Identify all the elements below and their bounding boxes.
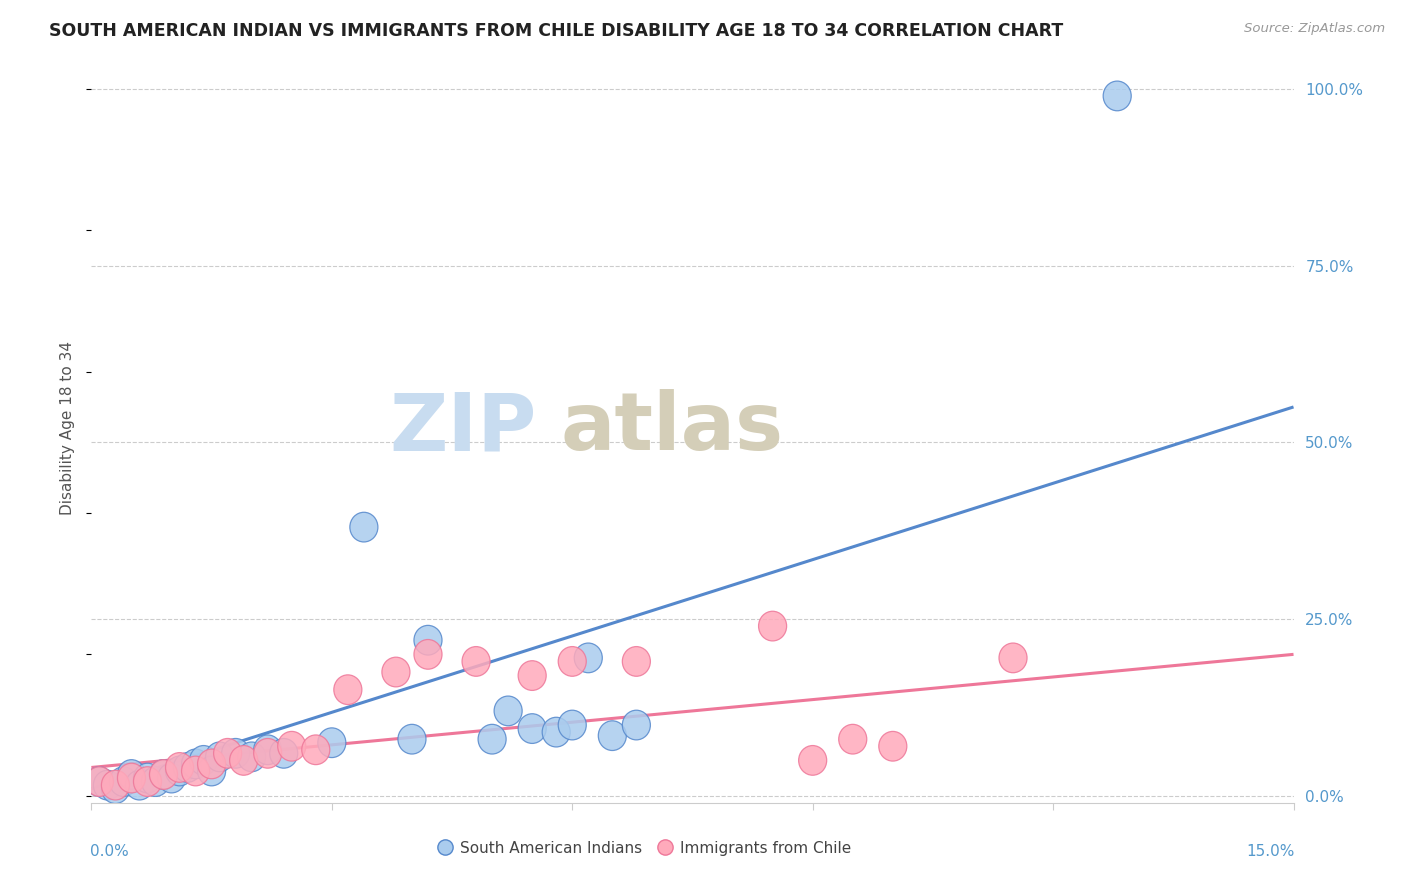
Ellipse shape — [574, 643, 602, 673]
Ellipse shape — [270, 739, 298, 768]
Ellipse shape — [398, 724, 426, 754]
Ellipse shape — [173, 753, 201, 782]
Ellipse shape — [519, 714, 546, 743]
Ellipse shape — [799, 746, 827, 775]
Y-axis label: Disability Age 18 to 34: Disability Age 18 to 34 — [60, 341, 76, 516]
Ellipse shape — [229, 746, 257, 775]
Ellipse shape — [205, 742, 233, 772]
Ellipse shape — [759, 611, 786, 641]
Text: atlas: atlas — [560, 389, 783, 467]
Ellipse shape — [599, 721, 626, 750]
Text: ZIP: ZIP — [389, 389, 536, 467]
Ellipse shape — [1000, 643, 1026, 673]
Ellipse shape — [238, 742, 266, 772]
Ellipse shape — [558, 647, 586, 676]
Ellipse shape — [463, 647, 491, 676]
Ellipse shape — [198, 756, 225, 786]
Ellipse shape — [86, 767, 114, 797]
Ellipse shape — [190, 746, 218, 775]
Ellipse shape — [333, 675, 361, 705]
Ellipse shape — [93, 771, 121, 800]
Ellipse shape — [134, 764, 162, 793]
Ellipse shape — [543, 717, 571, 747]
Ellipse shape — [166, 753, 194, 782]
Legend: South American Indians, Immigrants from Chile: South American Indians, Immigrants from … — [432, 835, 858, 863]
Ellipse shape — [134, 767, 162, 797]
Ellipse shape — [110, 767, 138, 797]
Ellipse shape — [253, 739, 281, 768]
Text: 0.0%: 0.0% — [90, 844, 129, 859]
Ellipse shape — [623, 647, 651, 676]
Ellipse shape — [101, 774, 129, 804]
Ellipse shape — [118, 764, 145, 793]
Ellipse shape — [149, 760, 177, 789]
Text: 15.0%: 15.0% — [1246, 844, 1295, 859]
Ellipse shape — [302, 735, 330, 764]
Ellipse shape — [879, 731, 907, 761]
Ellipse shape — [382, 657, 411, 687]
Ellipse shape — [494, 696, 522, 726]
Ellipse shape — [118, 760, 145, 789]
Ellipse shape — [318, 728, 346, 757]
Ellipse shape — [839, 724, 866, 754]
Ellipse shape — [166, 756, 194, 786]
Ellipse shape — [478, 724, 506, 754]
Ellipse shape — [101, 771, 129, 800]
Ellipse shape — [413, 640, 441, 669]
Ellipse shape — [181, 749, 209, 779]
Ellipse shape — [350, 512, 378, 542]
Text: SOUTH AMERICAN INDIAN VS IMMIGRANTS FROM CHILE DISABILITY AGE 18 TO 34 CORRELATI: SOUTH AMERICAN INDIAN VS IMMIGRANTS FROM… — [49, 22, 1063, 40]
Ellipse shape — [1104, 81, 1132, 111]
Ellipse shape — [413, 625, 441, 655]
Text: Source: ZipAtlas.com: Source: ZipAtlas.com — [1244, 22, 1385, 36]
Ellipse shape — [222, 739, 250, 768]
Ellipse shape — [125, 771, 153, 800]
Ellipse shape — [149, 760, 177, 789]
Ellipse shape — [253, 735, 281, 764]
Ellipse shape — [214, 739, 242, 768]
Ellipse shape — [86, 767, 114, 797]
Ellipse shape — [181, 756, 209, 786]
Ellipse shape — [142, 767, 170, 797]
Ellipse shape — [198, 749, 225, 779]
Ellipse shape — [519, 661, 546, 690]
Ellipse shape — [558, 710, 586, 739]
Ellipse shape — [278, 731, 305, 761]
Ellipse shape — [623, 710, 651, 739]
Ellipse shape — [157, 764, 186, 793]
